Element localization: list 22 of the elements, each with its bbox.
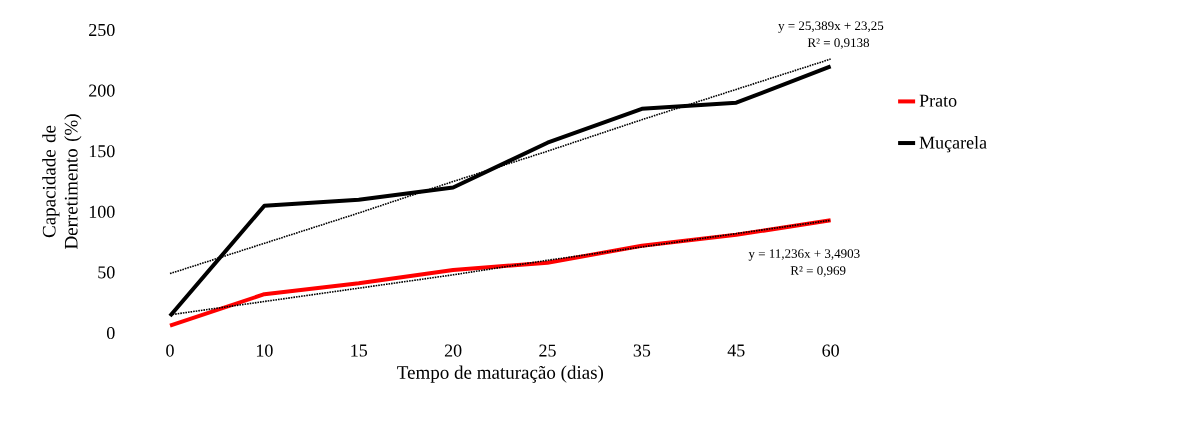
- x-tick-label: 20: [444, 344, 462, 357]
- y-tick-label: 0: [106, 326, 115, 340]
- x-tick-label: 35: [633, 344, 651, 357]
- x-tick-label: 45: [727, 344, 745, 357]
- y-tick-label: 250: [89, 23, 115, 37]
- annotation: R² = 0,9138: [807, 38, 870, 49]
- y-axis-title: Capacidade de Derretimento (%): [42, 114, 82, 249]
- x-tick-label: 15: [351, 344, 368, 357]
- annotation: R² = 0,969: [790, 266, 846, 277]
- x-axis-title: Tempo de maturação (dias): [397, 365, 604, 383]
- legend-label: Prato: [919, 94, 957, 107]
- annotation: y = 11,236x + 3,4903: [748, 249, 860, 261]
- y-tick-label: 50: [98, 266, 115, 279]
- x-tick-label: 60: [822, 344, 839, 357]
- y-tick-label: 150: [89, 145, 115, 158]
- x-tick-label: 25: [539, 344, 556, 357]
- legend-label: Muçarela: [919, 136, 987, 153]
- x-tick-label: 10: [256, 344, 273, 357]
- y-tick-label: 200: [89, 84, 115, 97]
- x-tick-label: 0: [166, 344, 174, 357]
- annotation: y = 25,389x + 23,25: [778, 21, 884, 33]
- y-tick-label: 100: [89, 205, 115, 218]
